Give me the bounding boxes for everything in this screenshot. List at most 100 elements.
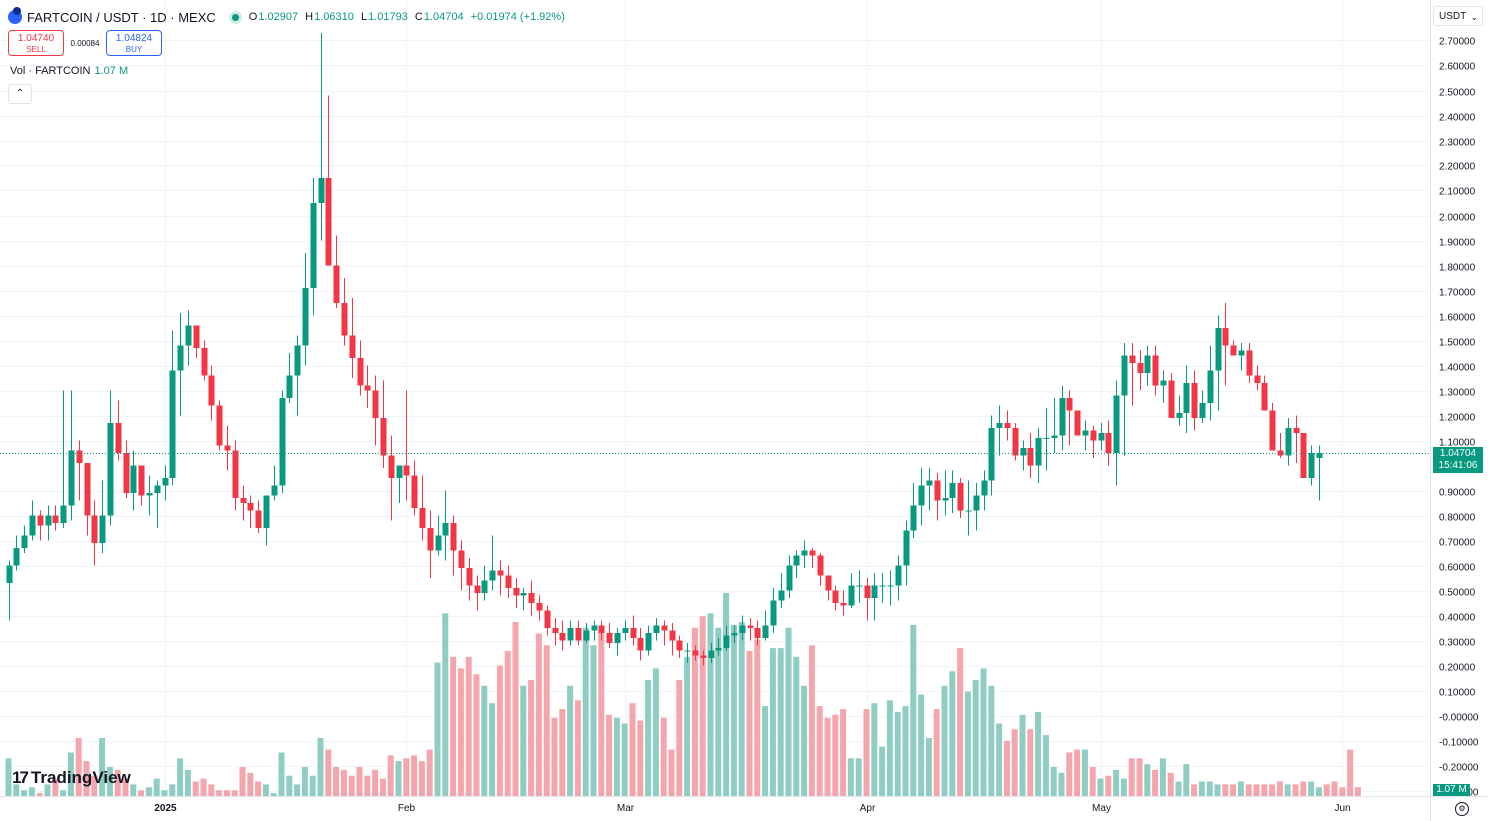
candle-body: [957, 483, 964, 511]
volume-bar: [840, 709, 847, 796]
volume-bar: [886, 700, 893, 796]
volume-bar: [613, 717, 620, 796]
volume-bar: [808, 645, 815, 796]
candle-body: [1160, 380, 1167, 386]
candle-body: [1090, 430, 1097, 441]
currency-select[interactable]: USDT ⌄: [1433, 6, 1483, 26]
price-tick-label: -0.20000: [1439, 763, 1479, 774]
volume-bar: [473, 674, 480, 796]
candle-body: [778, 590, 785, 601]
collapse-legend-button[interactable]: ⌃: [8, 84, 32, 104]
volume-bar: [270, 793, 277, 796]
volume-bar: [255, 781, 262, 796]
volume-bar: [489, 703, 496, 796]
volume-bar: [301, 767, 308, 796]
volume-bar: [1113, 769, 1120, 796]
volume-bar: [972, 680, 979, 796]
candle-body: [216, 405, 223, 446]
candle-body: [68, 450, 75, 506]
time-tick-label: Jun: [1334, 803, 1350, 814]
price-tick-label: 1.60000: [1439, 313, 1476, 324]
volume-bar: [333, 767, 340, 796]
volume-bar: [457, 668, 464, 796]
candle-body: [988, 428, 995, 481]
candle-body: [279, 398, 286, 486]
volume-bar: [434, 662, 441, 796]
volume-bar: [1315, 787, 1322, 796]
candle-body: [481, 580, 488, 593]
volume-bar: [411, 755, 418, 796]
price-tick-label: 0.70000: [1439, 538, 1476, 549]
candle-body: [349, 335, 356, 358]
volume-bar: [379, 778, 386, 796]
volume-bar: [918, 694, 925, 796]
volume-bar: [941, 685, 948, 796]
candle-body: [926, 480, 933, 486]
volume-bar: [1175, 781, 1182, 796]
trade-panel: 1.04740 SELL 0.00084 1.04824 BUY: [8, 30, 162, 56]
tradingview-logo[interactable]: 17 TradingView: [12, 768, 131, 788]
buy-label: BUY: [125, 45, 143, 54]
candle-body: [1020, 448, 1027, 456]
price-tick-label: 0.50000: [1439, 588, 1476, 599]
volume-bar: [364, 775, 371, 796]
volume-bar: [762, 706, 769, 796]
volume-bar: [231, 790, 238, 796]
volume-bar: [769, 648, 776, 796]
price-tick-label: 0.10000: [1439, 688, 1476, 699]
candle-body: [840, 603, 847, 606]
candle-body: [286, 375, 293, 398]
volume-bar: [988, 685, 995, 796]
volume-bar: [504, 651, 511, 796]
volume-bar: [106, 767, 113, 796]
candle-body: [1207, 370, 1214, 403]
volume-bar: [606, 714, 613, 796]
candle-body: [622, 628, 629, 633]
volume-bar: [1339, 787, 1346, 796]
buy-button[interactable]: 1.04824 BUY: [106, 30, 162, 56]
candle-body: [364, 385, 371, 391]
candle-body: [747, 625, 754, 628]
time-tick-label: Feb: [398, 803, 416, 814]
volume-legend: Vol · FARTCOIN 1.07 M: [10, 65, 128, 77]
candle-body: [801, 550, 808, 556]
volume-bar: [395, 761, 402, 796]
volume-bar: [933, 709, 940, 796]
sell-button[interactable]: 1.04740 SELL: [8, 30, 64, 56]
low-value: 1.01793: [368, 11, 408, 23]
volume-bar: [169, 784, 176, 796]
volume-bar: [629, 703, 636, 796]
candle-body: [419, 508, 426, 528]
volume-bar: [582, 627, 589, 796]
candle-body: [1137, 363, 1144, 373]
price-tick-label: 1.80000: [1439, 263, 1476, 274]
candle-body: [318, 178, 325, 203]
volume-bar: [1167, 772, 1174, 796]
volume-bar: [824, 717, 831, 796]
candle-body: [37, 515, 44, 526]
candle-body: [224, 445, 231, 451]
volume-bar: [52, 778, 59, 796]
settings-gear-icon[interactable]: ⚙: [1455, 802, 1469, 816]
candle-body: [591, 625, 598, 631]
volume-bar: [496, 665, 503, 796]
volume-bar: [28, 787, 35, 796]
candle-body: [1300, 433, 1307, 478]
symbol-title[interactable]: FARTCOIN / USDT · 1D · MEXC: [27, 9, 216, 25]
volume-bar: [660, 717, 667, 796]
volume-bar: [348, 775, 355, 796]
volume-bar: [528, 680, 535, 796]
volume-bar: [426, 749, 433, 796]
volume-bar: [1081, 749, 1088, 796]
volume-bar: [208, 784, 215, 796]
volume-bar: [512, 622, 519, 796]
candle-body: [1230, 345, 1237, 356]
price-tick-label: 1.20000: [1439, 413, 1476, 424]
price-tick-label: 2.30000: [1439, 138, 1476, 149]
candle-body: [232, 450, 239, 498]
candle-body: [942, 498, 949, 501]
volume-bar: [567, 685, 574, 796]
last-price-label: 1.04704 15:41:06: [1433, 447, 1483, 473]
candle-body: [981, 480, 988, 496]
